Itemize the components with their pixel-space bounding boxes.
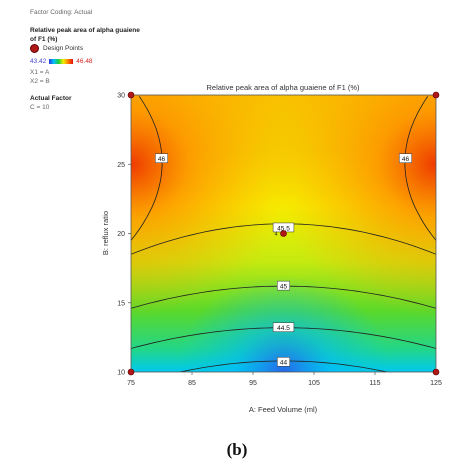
contour-46-right xyxy=(404,96,436,242)
contour-label: 46 xyxy=(402,156,410,163)
response-title: Relative peak area of alpha guaiene of F… xyxy=(30,27,140,43)
x-tick-label: 115 xyxy=(369,380,380,387)
design-point xyxy=(432,91,440,99)
contour-label-box xyxy=(277,280,290,291)
x-tick-label: 85 xyxy=(188,380,196,387)
contour-label: 44 xyxy=(280,360,288,367)
contour-label-box xyxy=(399,153,412,163)
design-point-marker-icon xyxy=(30,44,39,53)
y-tick-label: 20 xyxy=(117,231,125,238)
contour-46-left xyxy=(131,96,163,242)
design-point xyxy=(127,368,135,376)
x-tick-label: 95 xyxy=(249,380,257,387)
contour-label: 44.5 xyxy=(277,325,290,332)
contour-labels: 46 46 45.5 45 44.5 44 xyxy=(155,153,412,367)
x-tick-label: 75 xyxy=(127,380,135,387)
contour-label-box xyxy=(277,357,290,367)
design-point xyxy=(280,230,287,237)
contour-label-box xyxy=(155,153,168,163)
contour-plot: Relative peak area of alpha guaiene of F… xyxy=(101,83,442,414)
design-point-count: 4 xyxy=(274,232,277,238)
contour-label: 45.5 xyxy=(277,225,290,232)
x1-mapping: X1 = A xyxy=(30,69,50,76)
x2-mapping: X2 = B xyxy=(30,78,50,85)
y-tick-label: 10 xyxy=(117,370,125,377)
legend-panel: Factor Coding: Actual Relative peak area… xyxy=(30,8,140,112)
range-high-value: 46.48 xyxy=(76,58,93,65)
color-scale-bar xyxy=(49,59,74,64)
contour-label: 46 xyxy=(158,156,166,163)
chart-title: Relative peak area of alpha guaiene of F… xyxy=(206,83,360,92)
color-range-legend: 43.42 46.48 xyxy=(30,57,140,66)
design-point xyxy=(432,368,440,376)
x-axis-ticks: 75 85 95 105 115 125 xyxy=(127,372,442,387)
design-points-legend: Design Points xyxy=(30,44,140,53)
contour-label: 45 xyxy=(280,283,288,290)
range-low-value: 43.42 xyxy=(30,58,47,65)
actual-factor-value: C = 10 xyxy=(30,104,50,111)
y-tick-label: 25 xyxy=(117,162,125,169)
y-tick-label: 30 xyxy=(117,93,125,100)
x-tick-label: 105 xyxy=(308,380,320,387)
x-tick-label: 125 xyxy=(430,380,442,387)
actual-factor-heading: Actual Factor xyxy=(30,95,72,102)
design-point xyxy=(127,91,135,99)
design-points-label: Design Points xyxy=(43,45,84,52)
y-axis-ticks: 10 15 20 25 30 xyxy=(117,93,131,377)
factor-coding-label: Factor Coding: Actual xyxy=(30,9,93,16)
y-tick-label: 15 xyxy=(117,300,125,307)
contour-label-box xyxy=(272,322,295,332)
figure-caption: (b) xyxy=(226,440,248,459)
design-points: 4 xyxy=(127,91,440,376)
y-axis-title: B: reflux ratio xyxy=(101,211,110,255)
x-axis-title: A: Feed Volume (ml) xyxy=(249,405,318,414)
